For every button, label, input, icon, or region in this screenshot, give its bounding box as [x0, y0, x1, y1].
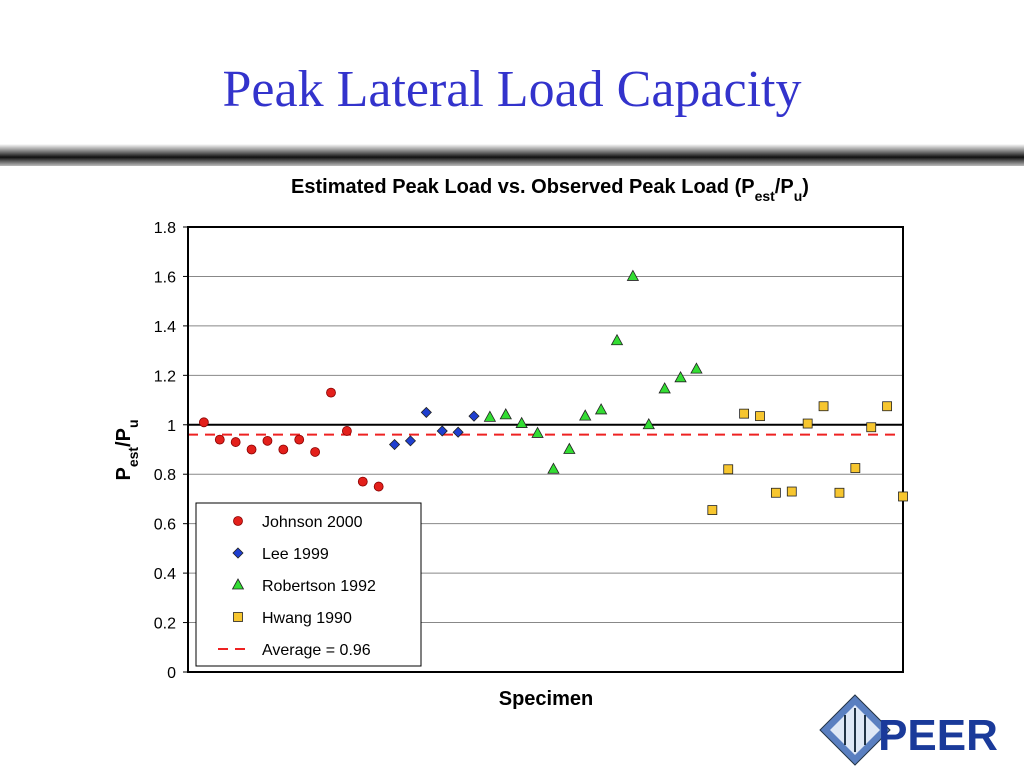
data-point	[547, 462, 560, 474]
data-point	[770, 487, 781, 498]
data-point	[690, 362, 703, 374]
data-point	[882, 401, 893, 412]
legend-label: Robertson 1992	[262, 578, 376, 595]
data-point	[610, 333, 624, 346]
legend-marker	[232, 547, 244, 559]
legend-marker	[233, 516, 243, 526]
text-part: /P	[775, 176, 794, 198]
data-point	[373, 481, 384, 492]
text-part: /P	[113, 428, 135, 447]
data-point	[388, 438, 401, 451]
y-tick-label: 1.2	[154, 368, 176, 385]
legend-label: Johnson 2000	[262, 514, 363, 531]
legend-label: Lee 1999	[262, 546, 329, 563]
data-point	[898, 491, 908, 502]
text-part: Estimated Peak Load vs. Observed Peak Lo…	[291, 176, 755, 198]
legend-box	[195, 502, 422, 667]
data-point	[531, 426, 544, 438]
data-point	[404, 435, 417, 447]
y-tick-label: 1.8	[154, 220, 176, 237]
data-point	[866, 422, 877, 433]
data-point	[674, 370, 687, 383]
data-point	[850, 463, 861, 473]
header-bar	[0, 144, 1024, 166]
data-point	[515, 416, 528, 428]
y-tick-label: 0.6	[154, 517, 176, 534]
data-point	[658, 382, 671, 394]
data-point	[818, 401, 829, 412]
data-point	[230, 437, 241, 447]
legend-marker	[231, 578, 245, 590]
y-tick-label: 0	[167, 665, 176, 682]
text-part: )	[802, 176, 809, 198]
subscript: est	[755, 188, 776, 204]
data-point	[723, 464, 734, 475]
x-axis-label: Specimen	[499, 688, 593, 710]
subscript: u	[794, 188, 803, 204]
data-point	[341, 426, 352, 436]
data-point	[707, 505, 718, 515]
subscript: est	[125, 447, 141, 468]
data-point	[499, 408, 512, 420]
y-tick-label: 0.4	[154, 566, 176, 583]
y-axis-label: Pest/Pu	[113, 419, 141, 480]
y-tick-label: 0.2	[154, 616, 176, 633]
chart-title: Estimated Peak Load vs. Observed Peak Lo…	[291, 176, 809, 204]
data-point	[483, 410, 497, 422]
data-point	[262, 435, 273, 446]
subscript: u	[125, 419, 141, 428]
legend-label: Hwang 1990	[262, 610, 352, 627]
data-point	[626, 269, 640, 281]
y-tick-label: 1.4	[154, 319, 176, 336]
data-point	[579, 409, 592, 421]
slide-title: Peak Lateral Load Capacity	[223, 61, 802, 118]
data-point	[214, 434, 225, 445]
y-tick-label: 1.6	[154, 269, 176, 286]
data-point	[278, 444, 289, 455]
data-point	[326, 387, 336, 398]
plot-frame	[187, 226, 904, 673]
logo: PEER	[819, 694, 998, 766]
legend-label: Average = 0.96	[262, 642, 371, 659]
data-point	[802, 418, 813, 429]
data-point	[468, 410, 480, 422]
text-part: P	[113, 467, 135, 480]
data-point	[786, 486, 797, 497]
legend-marker	[233, 612, 243, 622]
logo-text: PEER	[878, 711, 998, 760]
data-point	[420, 406, 432, 418]
data-point	[642, 417, 655, 430]
data-point	[452, 426, 464, 438]
data-point	[755, 411, 765, 422]
data-point	[739, 408, 750, 419]
data-point	[294, 434, 305, 445]
data-point	[357, 476, 368, 487]
data-point	[594, 403, 608, 415]
data-point	[310, 447, 321, 457]
y-tick-label: 1	[167, 418, 176, 435]
data-point	[246, 444, 257, 455]
data-point	[563, 442, 576, 454]
data-point	[834, 487, 845, 498]
data-point	[198, 417, 209, 428]
data-point	[436, 425, 448, 437]
y-tick-label: 0.8	[154, 467, 176, 484]
